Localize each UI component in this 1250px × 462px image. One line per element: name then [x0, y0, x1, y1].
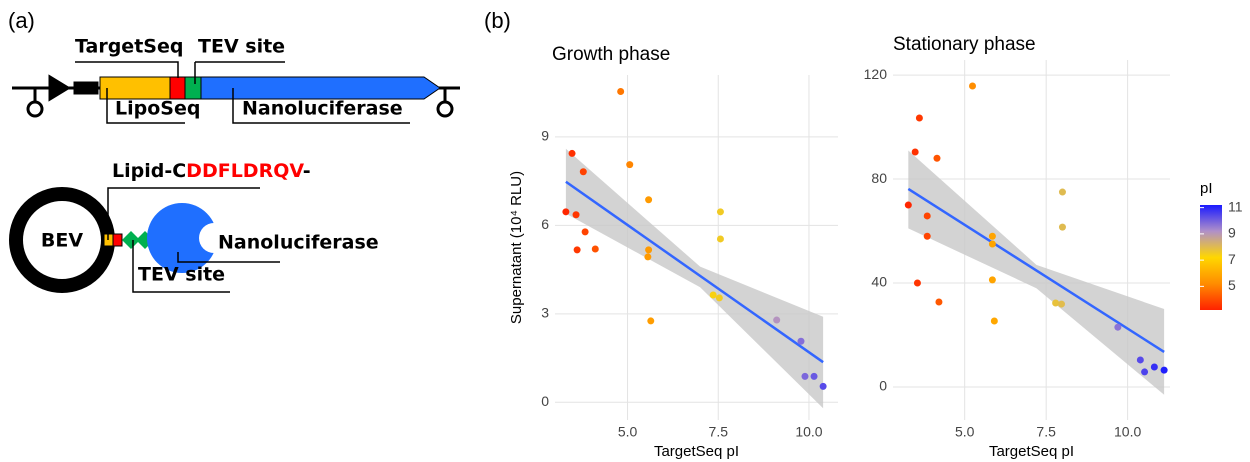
point	[1141, 368, 1149, 376]
point	[716, 208, 724, 216]
point	[591, 245, 599, 253]
point	[645, 246, 653, 254]
point	[913, 279, 921, 287]
point	[562, 208, 570, 216]
x-tick-label: 5.0	[955, 424, 975, 440]
point	[988, 232, 996, 240]
point	[923, 212, 931, 220]
point	[797, 337, 805, 345]
panel-label: (a)	[8, 8, 35, 33]
y-tick-label: 6	[541, 216, 549, 232]
point	[773, 316, 781, 324]
label: Nanoluciferase	[218, 232, 379, 254]
point	[572, 211, 580, 219]
point	[1136, 356, 1144, 364]
label: TargetSeq	[75, 36, 183, 58]
label: Lipid-C	[112, 160, 186, 182]
point	[647, 317, 655, 325]
colorbar-label: 11	[1228, 198, 1243, 214]
chart-title: Growth phase	[552, 44, 670, 65]
point	[1160, 366, 1168, 374]
x-axis-title: TargetSeq pI	[654, 443, 739, 460]
y-tick-label: 40	[871, 274, 887, 290]
x-tick-label: 7.5	[1036, 424, 1056, 440]
point	[1150, 363, 1158, 371]
y-tick-label: 9	[541, 128, 549, 144]
x-tick-label: 10.0	[1114, 424, 1141, 440]
vesicle	[9, 187, 280, 293]
label: TEV site	[138, 264, 225, 286]
point	[935, 298, 943, 306]
point	[988, 276, 996, 284]
label: Nanoluciferase	[242, 98, 403, 120]
y-tick-label: 3	[541, 305, 549, 321]
x-tick-label: 7.5	[709, 424, 729, 440]
label: LipoSeq	[115, 98, 200, 120]
point	[1052, 299, 1060, 307]
label: DDFLDRQV	[186, 160, 304, 182]
point	[915, 114, 923, 122]
point	[716, 235, 724, 243]
point	[933, 154, 941, 162]
point	[644, 253, 652, 261]
point	[645, 196, 653, 204]
point	[904, 201, 912, 209]
label: TEV site	[198, 36, 285, 58]
colorbar-label: 9	[1228, 225, 1236, 241]
point	[923, 232, 931, 240]
point	[969, 82, 977, 90]
point	[1057, 300, 1065, 308]
point	[988, 240, 996, 248]
point	[1114, 323, 1122, 331]
colorbar-label: 5	[1228, 277, 1236, 293]
x-tick-label: 10.0	[795, 424, 822, 440]
x-tick-label: 5.0	[618, 424, 638, 440]
point	[573, 246, 581, 254]
point	[819, 382, 827, 390]
point	[990, 317, 998, 325]
fit-line	[565, 180, 824, 364]
point	[715, 294, 723, 302]
y-axis-title: Supernatant (10⁴ RLU)	[508, 171, 525, 324]
point	[911, 148, 919, 156]
legend-title: pI	[1200, 180, 1213, 197]
label: BEV	[41, 230, 83, 252]
point	[810, 372, 818, 380]
y-tick-label: 80	[871, 170, 887, 186]
construct	[12, 61, 460, 124]
point	[617, 88, 625, 96]
point	[626, 161, 634, 169]
point	[1058, 188, 1066, 196]
point	[568, 149, 576, 157]
colorbar-label: 7	[1228, 251, 1236, 267]
colorbar	[1200, 205, 1222, 310]
point	[801, 372, 809, 380]
point	[1058, 223, 1066, 231]
fit-line	[907, 187, 1165, 353]
label: Lipid-CDDFLDRQV-	[112, 160, 311, 182]
x-axis-title: TargetSeq pI	[989, 443, 1074, 460]
y-tick-label: 0	[879, 378, 887, 394]
label: -	[303, 160, 311, 182]
y-tick-label: 0	[541, 393, 549, 409]
point	[581, 228, 589, 236]
panel-label: (b)	[484, 8, 511, 33]
point	[709, 291, 717, 299]
chart-title: Stationary phase	[893, 34, 1036, 55]
y-tick-label: 120	[864, 66, 888, 82]
point	[579, 168, 587, 176]
confidence-band	[565, 148, 824, 409]
confidence-band	[908, 150, 1165, 395]
